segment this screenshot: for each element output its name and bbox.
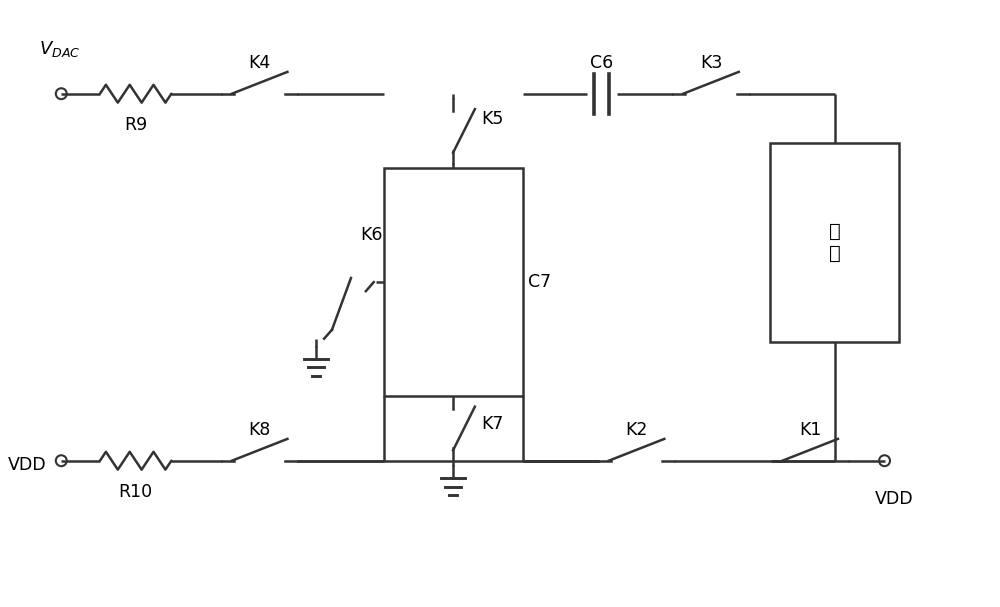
Text: VDD: VDD xyxy=(875,490,914,509)
Text: K2: K2 xyxy=(625,421,648,439)
Text: R9: R9 xyxy=(124,115,147,134)
Text: K5: K5 xyxy=(481,110,503,128)
Text: K7: K7 xyxy=(481,415,503,433)
Text: K4: K4 xyxy=(249,54,271,72)
Text: R10: R10 xyxy=(119,483,153,501)
Text: K3: K3 xyxy=(700,54,722,72)
Bar xyxy=(384,168,523,396)
Text: K6: K6 xyxy=(360,226,383,245)
Text: K8: K8 xyxy=(248,421,271,439)
Text: $V_{DAC}$: $V_{DAC}$ xyxy=(39,39,80,59)
Text: C6: C6 xyxy=(590,54,613,72)
Text: K1: K1 xyxy=(799,421,821,439)
Text: 心
脏: 心 脏 xyxy=(829,222,841,263)
Bar xyxy=(770,143,899,342)
Text: C7: C7 xyxy=(528,273,552,291)
Text: VDD: VDD xyxy=(8,456,46,473)
